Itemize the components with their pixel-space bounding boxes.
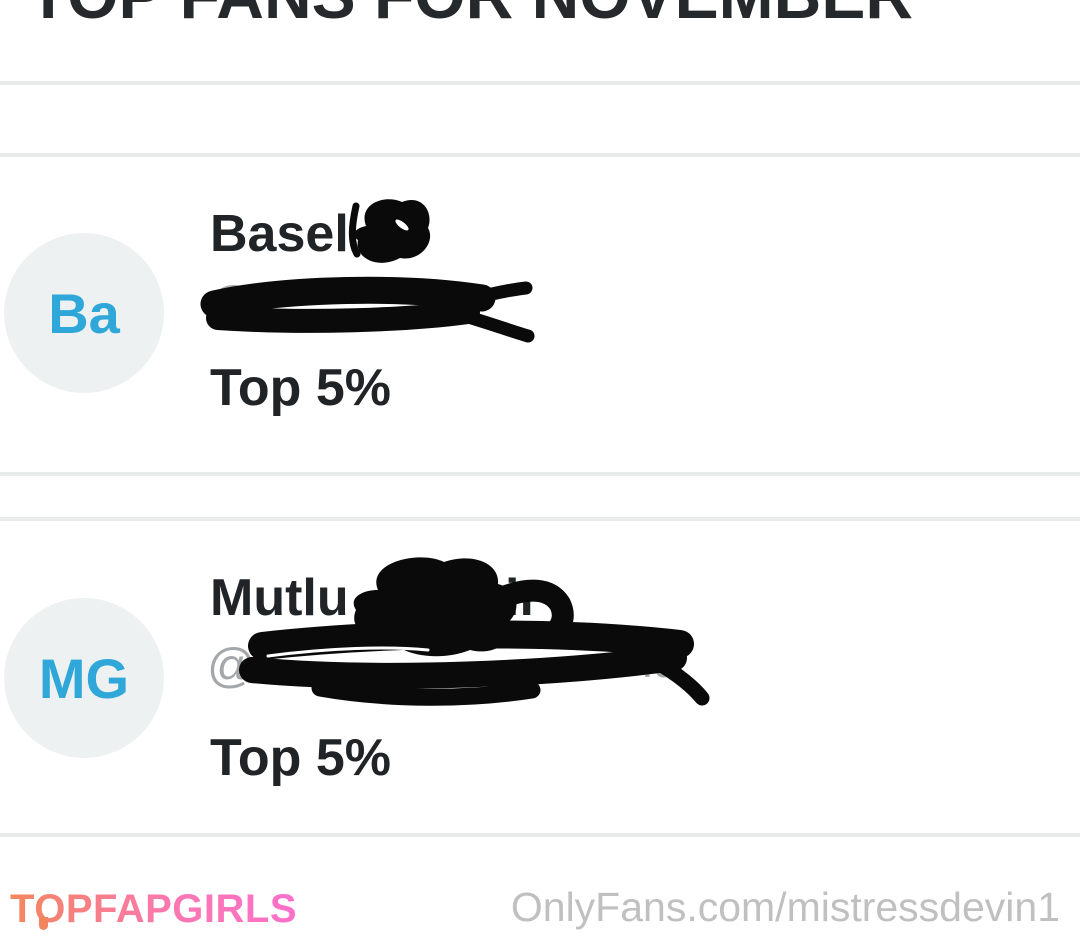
fan-handle-tail: lu [642,635,680,688]
fan-name: Basel [210,205,349,263]
watermark-onlyfans-url: OnlyFans.com/mistressdevin1 [510,884,1060,930]
avatar[interactable]: Ba [4,233,164,393]
divider [0,153,1080,157]
fan-name: Mutlu [210,569,349,627]
fan-name-tail: ir [505,569,540,627]
divider [0,81,1080,85]
avatar-initials: Ba [48,281,120,345]
divider [0,517,1080,521]
fan-rank-badge: Top 5% [210,359,392,417]
watermark-topfapgirls-logo: TOPFAPGIRLS [10,887,298,931]
divider [0,833,1080,837]
avatar-initials: MG [38,646,130,710]
fan-rank-badge: Top 5% [210,729,392,787]
divider [0,472,1080,476]
fan-handle: @ [207,640,256,693]
redaction-scribble [348,199,431,263]
fan-handle: @ [207,278,256,331]
avatar[interactable]: MG [4,598,164,758]
page-title: TOP FANS FOR NOVEMBER [28,0,913,28]
logo-drip-detail [39,917,48,930]
